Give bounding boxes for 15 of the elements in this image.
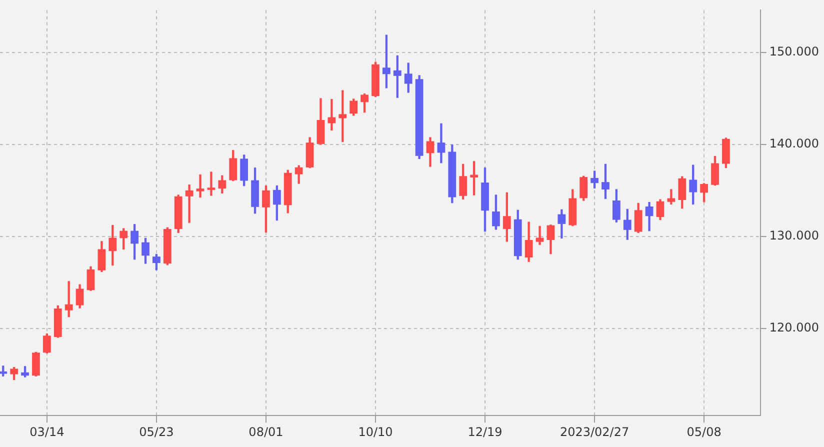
x-tick-label: 03/14 (30, 424, 64, 439)
y-tick-label: 120.000 (769, 320, 819, 334)
candlestick (196, 174, 204, 198)
y-tick-label: 150.000 (769, 44, 819, 59)
y-tick-label: 140.000 (769, 136, 819, 151)
x-tick-label: 12/19 (468, 424, 502, 439)
x-tick-label: 05/23 (139, 424, 174, 439)
candlestick (185, 184, 194, 223)
candlestick (328, 99, 336, 130)
x-tick-label: 08/01 (248, 424, 284, 439)
x-tick-label: 10/10 (358, 424, 393, 439)
candlestick (207, 172, 216, 196)
y-tick-label: 130.000 (769, 228, 819, 242)
x-tick-label: 2023/02/27 (560, 424, 630, 439)
x-tick-label: 05/08 (686, 424, 722, 439)
